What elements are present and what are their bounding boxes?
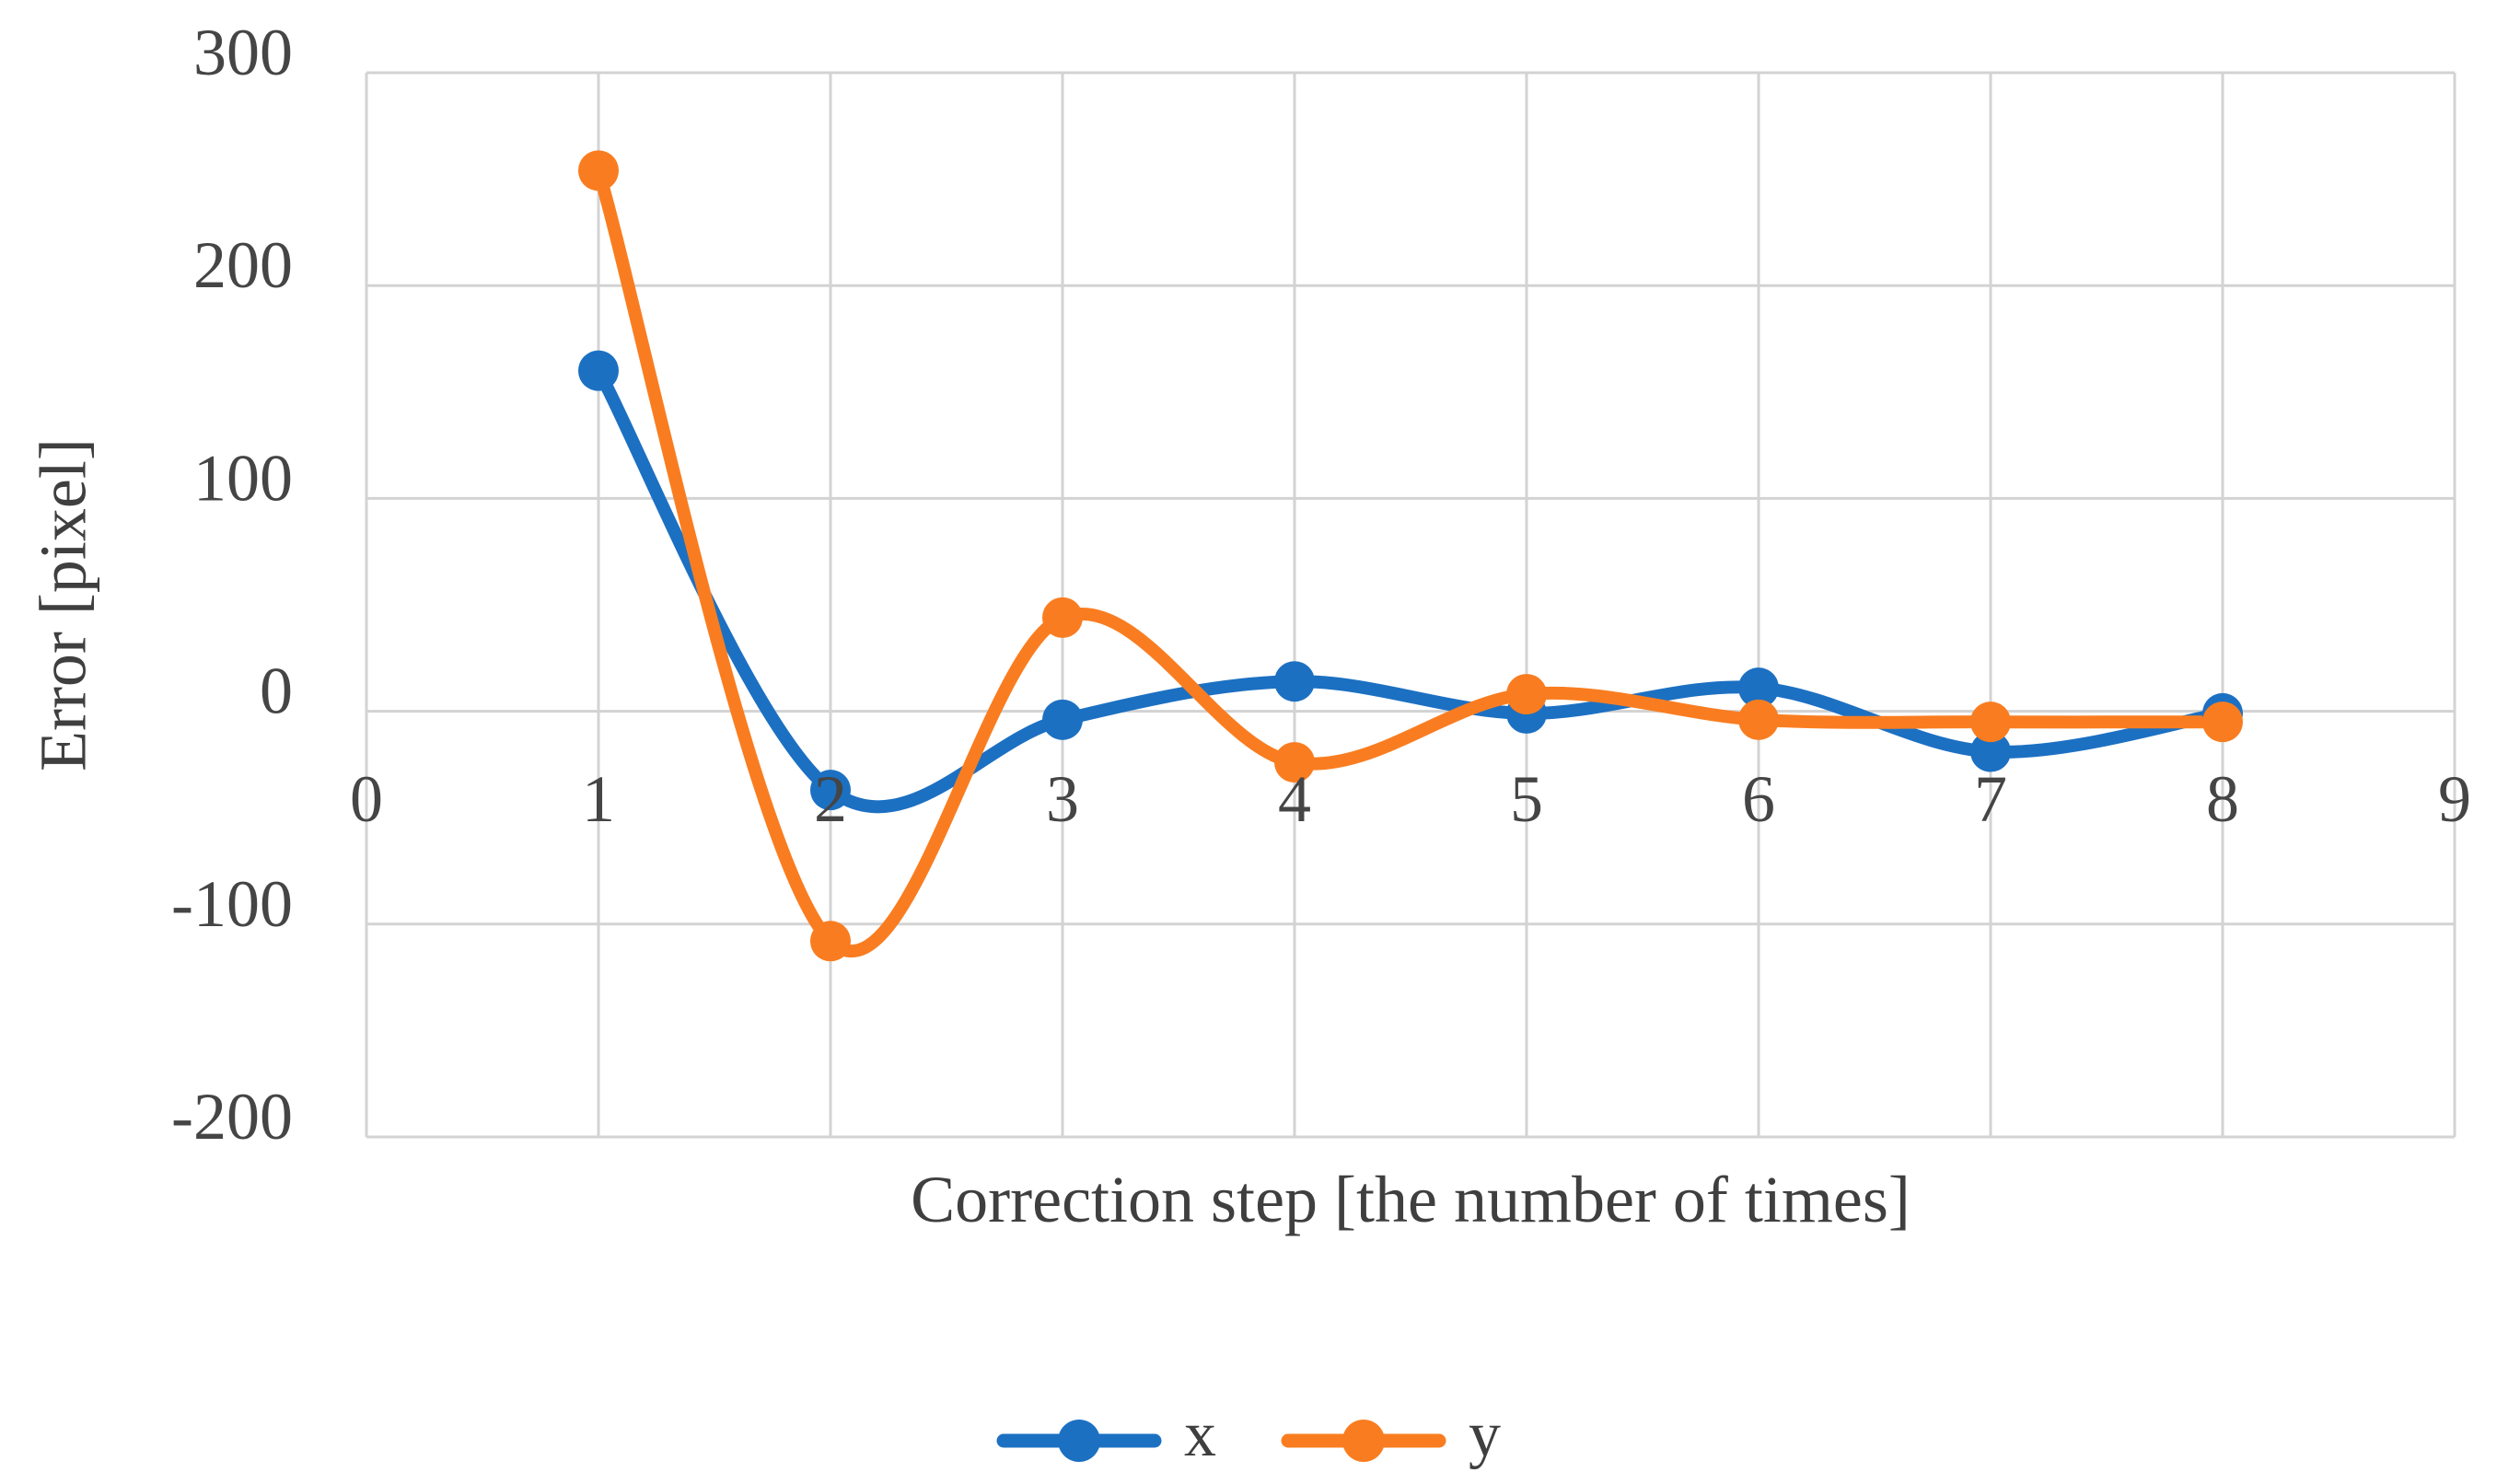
svg-text:3: 3: [1046, 762, 1079, 836]
svg-text:200: 200: [193, 228, 293, 302]
svg-text:5: 5: [1510, 762, 1543, 836]
legend-marker-x: [1058, 1420, 1100, 1462]
legend-item-x: x: [996, 1399, 1216, 1478]
y-axis-title: Error [pixel]: [26, 438, 100, 771]
gridlines: [365, 71, 2456, 1139]
svg-text:9: 9: [2438, 762, 2471, 836]
legend-swatch-y: [1281, 1420, 1446, 1462]
svg-text:8: 8: [2206, 762, 2239, 836]
legend-marker-y: [1342, 1420, 1385, 1462]
x-axis-tick-labels: 0 1 2 3 4 5 6 7 8 9: [350, 762, 2471, 836]
svg-text:6: 6: [1742, 762, 1775, 836]
series-markers: [578, 150, 2243, 962]
legend-label-x: x: [1184, 1399, 1216, 1470]
svg-text:2: 2: [814, 762, 847, 836]
svg-text:-200: -200: [171, 1080, 293, 1154]
svg-text:300: 300: [193, 16, 293, 89]
svg-text:-100: -100: [171, 867, 293, 941]
svg-text:1: 1: [582, 762, 615, 836]
svg-text:100: 100: [193, 441, 293, 515]
y-axis-tick-labels: 300 200 100 0 -100 -200: [171, 16, 293, 1154]
svg-text:0: 0: [260, 655, 293, 728]
svg-text:0: 0: [350, 762, 383, 836]
legend-item-y: y: [1281, 1399, 1501, 1478]
legend-label-y: y: [1469, 1399, 1501, 1470]
x-axis-title: Correction step [the number of times]: [911, 1163, 1910, 1236]
legend: x y: [0, 1395, 2497, 1484]
svg-text:4: 4: [1278, 762, 1311, 836]
legend-swatch-x: [996, 1420, 1162, 1462]
svg-text:7: 7: [1974, 762, 2007, 836]
